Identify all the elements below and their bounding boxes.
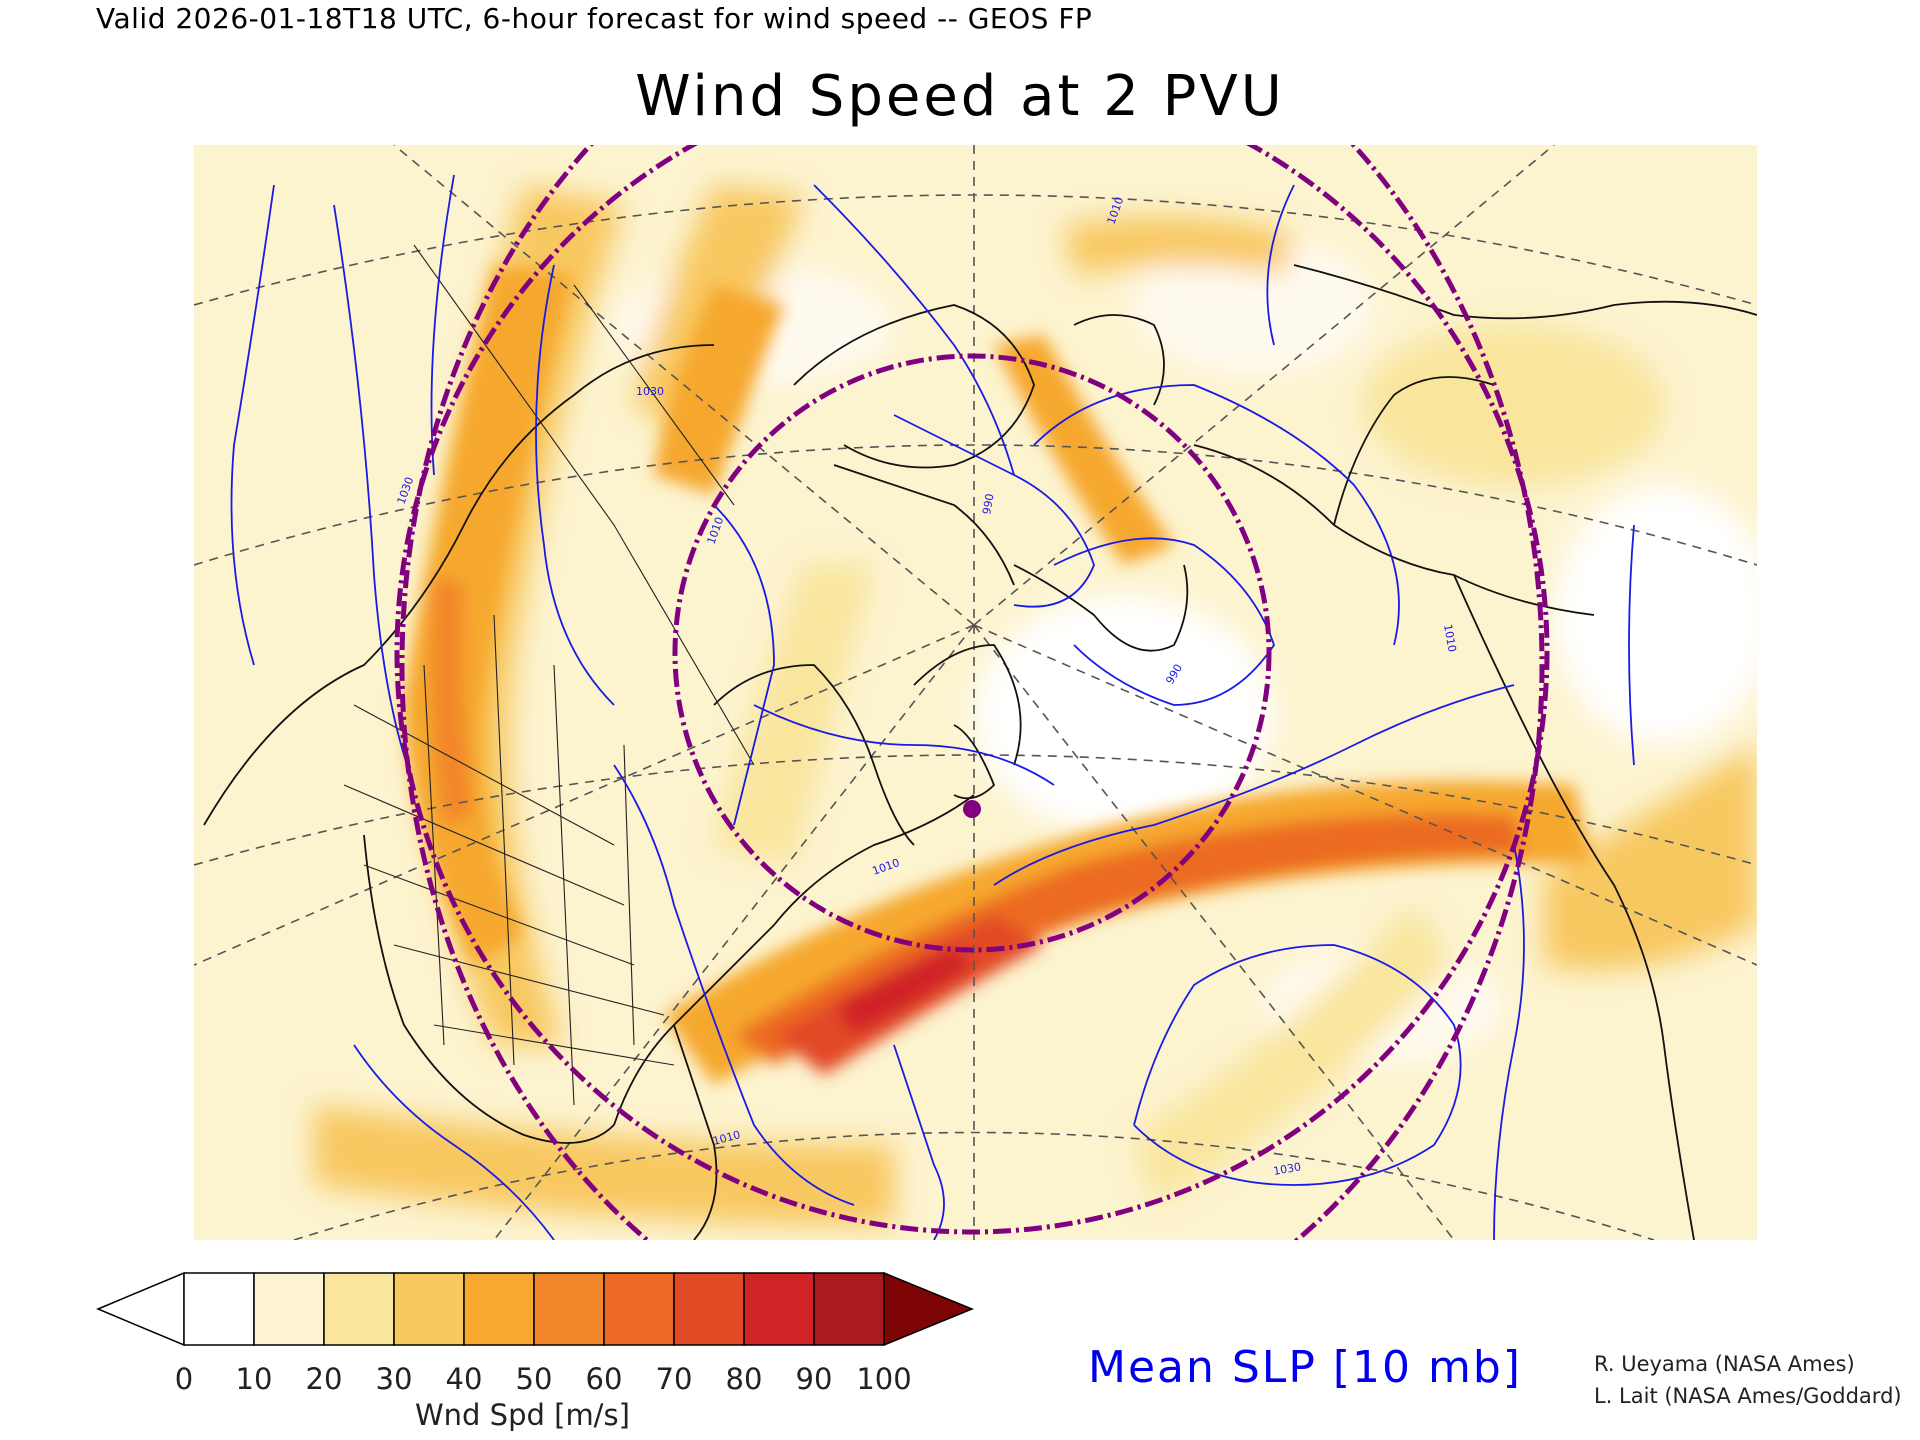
slp-legend-label: Mean SLP [10 mb] <box>1088 1342 1522 1393</box>
colorbar-tick-label: 60 <box>585 1362 623 1396</box>
slp-label: 1010 <box>871 856 902 878</box>
header-valid-line: Valid 2026-01-18T18 UTC, 6-hour forecast… <box>96 2 1093 35</box>
slp-label: 1030 <box>1272 1160 1302 1178</box>
colorbar-tick-label: 50 <box>515 1362 553 1396</box>
colorbar-tick-label: 80 <box>725 1362 763 1396</box>
coastlines <box>203 264 1757 1240</box>
slp-label: 990 <box>980 493 996 516</box>
graticule <box>194 145 1757 1240</box>
colorbar-cell <box>323 1272 395 1346</box>
colorbar-tick-label: 0 <box>174 1362 194 1396</box>
colorbar-cell <box>253 1272 325 1346</box>
colorbar-tick-label: 10 <box>235 1362 273 1396</box>
wind-shading-layer <box>314 185 1757 1225</box>
colorbar-tick-label: 90 <box>795 1362 833 1396</box>
colorbar-cell <box>533 1272 605 1346</box>
location-marker <box>963 800 981 818</box>
colorbar-cell <box>463 1272 535 1346</box>
colorbar-cell <box>393 1272 465 1346</box>
colorbar-over-arrow <box>883 1271 974 1347</box>
colorbar-cell <box>603 1272 675 1346</box>
reference-rings <box>394 145 1550 1240</box>
colorbar-cell <box>183 1272 255 1346</box>
colorbar-under-arrow <box>96 1271 185 1347</box>
colorbar-tick-label: 70 <box>655 1362 693 1396</box>
colorbar-cell <box>813 1272 885 1346</box>
colorbar-cell <box>673 1272 745 1346</box>
page-title: Wind Speed at 2 PVU <box>635 64 1285 129</box>
colorbar-tick-label: 30 <box>375 1362 413 1396</box>
slp-contours <box>230 174 1635 1240</box>
colorbar-tick-label: 40 <box>445 1362 483 1396</box>
colorbar-tick-label: 20 <box>305 1362 343 1396</box>
colorbar-cell <box>743 1272 815 1346</box>
colorbar-tick-label: 100 <box>856 1362 912 1396</box>
credit-line-2: L. Lait (NASA Ames/Goddard) <box>1594 1384 1902 1408</box>
slp-label: 1030 <box>636 385 664 398</box>
colorbar-title: Wnd Spd [m/s] <box>415 1398 630 1432</box>
colorbar <box>96 1271 974 1347</box>
wind-speed-map: 1030 1010 990 1010 1030 1010 990 1010 10… <box>194 145 1757 1240</box>
slp-label: 1010 <box>1441 623 1459 653</box>
credit-line-1: R. Ueyama (NASA Ames) <box>1594 1352 1855 1376</box>
slp-label: 1030 <box>395 475 417 506</box>
map-panel: 1030 1010 990 1010 1030 1010 990 1010 10… <box>194 145 1757 1240</box>
